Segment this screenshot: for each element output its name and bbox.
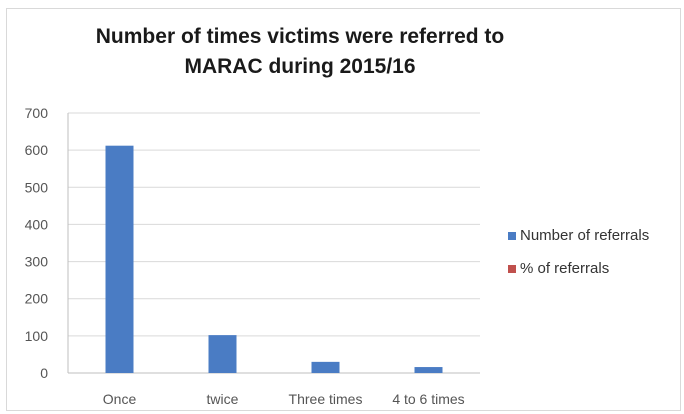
legend-swatch-1: [508, 265, 516, 273]
bar-three-times: [311, 361, 340, 373]
y-tick-label: 700: [25, 105, 49, 121]
chart-title-line-2: MARAC during 2015/16: [184, 55, 416, 78]
legend-swatch-0: [508, 232, 516, 240]
x-tick-label: Once: [103, 391, 137, 407]
chart-title-line-1: Number of times victims were referred to: [95, 25, 505, 48]
x-tick-label: 4 to 6 times: [392, 391, 464, 407]
legend-label-1: % of referrals: [520, 260, 609, 277]
y-tick-label: 600: [25, 142, 49, 158]
bar-4-to-6-times: [414, 367, 443, 373]
y-tick-label: 200: [25, 291, 49, 307]
y-tick-label: 400: [25, 216, 49, 232]
x-tick-label: Three times: [289, 391, 363, 407]
y-tick-label: 0: [40, 365, 48, 381]
x-tick-label: twice: [207, 391, 239, 407]
y-tick-label: 100: [25, 328, 49, 344]
bar-once: [105, 145, 134, 373]
y-tick-label: 300: [25, 254, 49, 270]
chart-title: Number of times victims were referred to…: [40, 22, 560, 82]
y-tick-label: 500: [25, 179, 49, 195]
bar-twice: [208, 335, 237, 373]
legend-label-0: Number of referrals: [520, 227, 649, 244]
